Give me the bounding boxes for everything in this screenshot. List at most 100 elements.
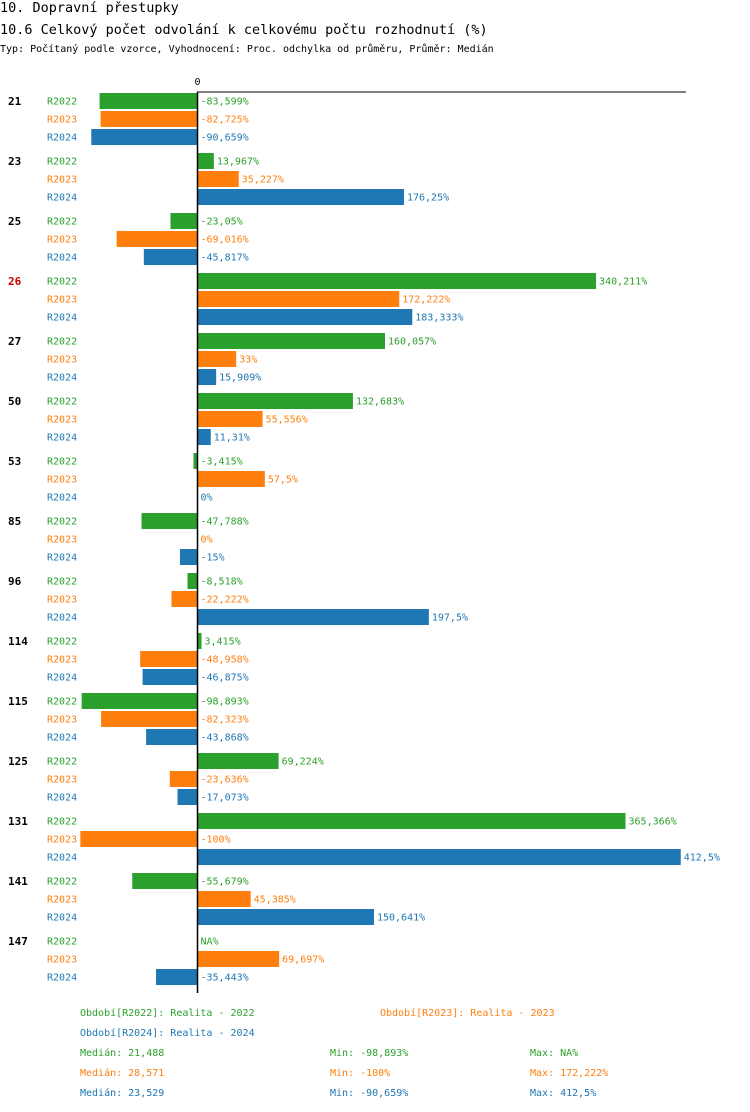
bar bbox=[177, 789, 198, 805]
series-label: R2024 bbox=[47, 133, 77, 144]
bar bbox=[197, 633, 202, 649]
bar bbox=[197, 393, 353, 409]
data-label: 0% bbox=[201, 493, 213, 504]
bar bbox=[171, 591, 198, 607]
series-label: R2022 bbox=[47, 517, 77, 528]
series-label: R2024 bbox=[47, 433, 77, 444]
data-label: 3,415% bbox=[205, 637, 241, 648]
series-label: R2023 bbox=[47, 895, 77, 906]
series-label: R2022 bbox=[47, 397, 77, 408]
data-label: -48,958% bbox=[201, 655, 249, 666]
data-label: 412,5% bbox=[684, 853, 720, 864]
series-label: R2022 bbox=[47, 457, 77, 468]
bar bbox=[197, 333, 386, 349]
series-label: R2022 bbox=[47, 337, 77, 348]
group-label: 147 bbox=[8, 935, 28, 948]
series-label: R2024 bbox=[47, 733, 77, 744]
bar bbox=[179, 549, 198, 565]
bar bbox=[197, 291, 400, 307]
bar bbox=[197, 273, 597, 289]
group-label: 85 bbox=[8, 515, 21, 528]
data-label: -43,868% bbox=[201, 733, 249, 744]
series-label: R2024 bbox=[47, 493, 77, 504]
series-label: R2023 bbox=[47, 295, 77, 306]
bar bbox=[81, 693, 198, 709]
series-label: R2023 bbox=[47, 655, 77, 666]
series-label: R2024 bbox=[47, 913, 77, 924]
bar bbox=[132, 873, 198, 889]
series-label: R2023 bbox=[47, 835, 77, 846]
group-label: 50 bbox=[8, 395, 21, 408]
series-label: R2022 bbox=[47, 937, 77, 948]
series-label: R2023 bbox=[47, 415, 77, 426]
series-label: R2022 bbox=[47, 217, 77, 228]
data-label: -8,518% bbox=[201, 577, 243, 588]
bar bbox=[197, 351, 237, 367]
group-label: 115 bbox=[8, 695, 28, 708]
legend-period-r2023: Období[R2023]: Realita - 2023 bbox=[380, 1008, 555, 1019]
bar bbox=[197, 813, 626, 829]
data-label: 150,641% bbox=[377, 913, 425, 924]
group-label: 27 bbox=[8, 335, 21, 348]
bar bbox=[170, 213, 198, 229]
legend-period-r2022: Období[R2022]: Realita - 2022 bbox=[80, 1008, 255, 1019]
bar bbox=[141, 513, 198, 529]
data-label: -35,443% bbox=[201, 973, 249, 984]
data-label: -90,659% bbox=[201, 133, 249, 144]
group-label: 96 bbox=[8, 575, 22, 588]
bar-chart: 0 21 R2022 -83,599% R2023 -82,725% R2024 -90,65… bbox=[8, 77, 720, 993]
bar bbox=[197, 153, 214, 169]
data-label: 57,5% bbox=[268, 475, 298, 486]
chart-type-line: Typ: Počítaný podle vzorce, Vyhodnocení:… bbox=[0, 44, 494, 55]
bar bbox=[100, 111, 198, 127]
data-label: 69,224% bbox=[282, 757, 324, 768]
data-label: -82,323% bbox=[201, 715, 249, 726]
series-label: R2024 bbox=[47, 673, 77, 684]
axis-zero-label: 0 bbox=[194, 77, 200, 88]
series-label: R2023 bbox=[47, 355, 77, 366]
series-label: R2022 bbox=[47, 577, 77, 588]
bar bbox=[197, 429, 211, 445]
group-label: 125 bbox=[8, 755, 28, 768]
series-label: R2022 bbox=[47, 697, 77, 708]
series-label: R2024 bbox=[47, 853, 77, 864]
bar bbox=[197, 909, 374, 925]
bar bbox=[193, 453, 198, 469]
bar bbox=[99, 93, 198, 109]
bar bbox=[197, 849, 681, 865]
bar bbox=[116, 231, 198, 247]
series-label: R2023 bbox=[47, 115, 77, 126]
chart-title: 10.6 Celkový počet odvolání k celkovému … bbox=[0, 22, 488, 38]
bar bbox=[140, 651, 198, 667]
data-label: -17,073% bbox=[201, 793, 249, 804]
stat-min-r2023: Min: -100% bbox=[330, 1068, 391, 1079]
data-label: -83,599% bbox=[201, 97, 249, 108]
data-label: 55,556% bbox=[266, 415, 308, 426]
data-label: -55,679% bbox=[201, 877, 249, 888]
bar bbox=[187, 573, 198, 589]
series-label: R2022 bbox=[47, 157, 77, 168]
series-label: R2023 bbox=[47, 175, 77, 186]
stat-max-r2023: Max: 172,222% bbox=[530, 1068, 609, 1079]
stat-max-r2024: Max: 412,5% bbox=[530, 1088, 597, 1099]
series-label: R2022 bbox=[47, 97, 77, 108]
data-label: 172,222% bbox=[402, 295, 450, 306]
data-label: 11,31% bbox=[214, 433, 250, 444]
bar bbox=[142, 669, 198, 685]
series-label: R2023 bbox=[47, 475, 77, 486]
series-label: R2023 bbox=[47, 715, 77, 726]
data-label: 183,333% bbox=[415, 313, 463, 324]
bar bbox=[197, 609, 429, 625]
stat-min-r2022: Min: -98,893% bbox=[330, 1048, 409, 1059]
series-label: R2022 bbox=[47, 817, 77, 828]
series-label: R2024 bbox=[47, 793, 77, 804]
data-label: 197,5% bbox=[432, 613, 468, 624]
bar bbox=[197, 309, 413, 325]
group-label: 131 bbox=[8, 815, 28, 828]
series-label: R2024 bbox=[47, 253, 77, 264]
stat-median-r2022: Medián: 21,488 bbox=[80, 1048, 165, 1059]
series-label: R2023 bbox=[47, 775, 77, 786]
bar bbox=[197, 471, 265, 487]
bar bbox=[143, 249, 198, 265]
bar bbox=[146, 729, 198, 745]
